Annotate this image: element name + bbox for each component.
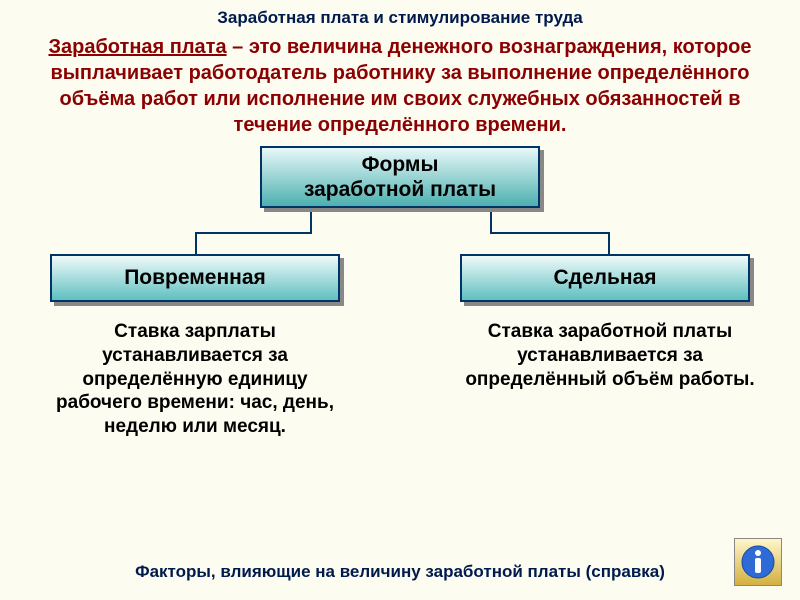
info-button[interactable]: [734, 538, 782, 586]
footer-note: Факторы, влияющие на величину заработной…: [0, 562, 800, 582]
definition-paragraph: Заработная плата – это величина денежног…: [0, 28, 800, 142]
left-node-label: Повременная: [124, 265, 266, 290]
root-node: Формы заработной платы: [260, 146, 540, 208]
definition-term: Заработная плата: [48, 36, 226, 58]
wage-forms-diagram: Формы заработной платы Повременная Сдель…: [0, 142, 800, 422]
connector-segment: [195, 232, 312, 234]
root-node-label: Формы заработной платы: [304, 152, 496, 202]
connector-segment: [490, 232, 610, 234]
info-icon: [740, 544, 776, 580]
connector-segment: [490, 208, 492, 232]
left-node: Повременная: [50, 254, 340, 302]
connector-segment: [608, 232, 610, 254]
connector-segment: [310, 208, 312, 232]
right-node: Сдельная: [460, 254, 750, 302]
page-title: Заработная плата и стимулирование труда: [0, 0, 800, 28]
right-node-label: Сдельная: [553, 265, 656, 290]
left-node-description: Ставка зарплаты устанавливается за опред…: [40, 320, 350, 439]
connector-segment: [195, 232, 197, 254]
right-node-description: Ставка заработной платы устанавливается …: [455, 320, 765, 391]
